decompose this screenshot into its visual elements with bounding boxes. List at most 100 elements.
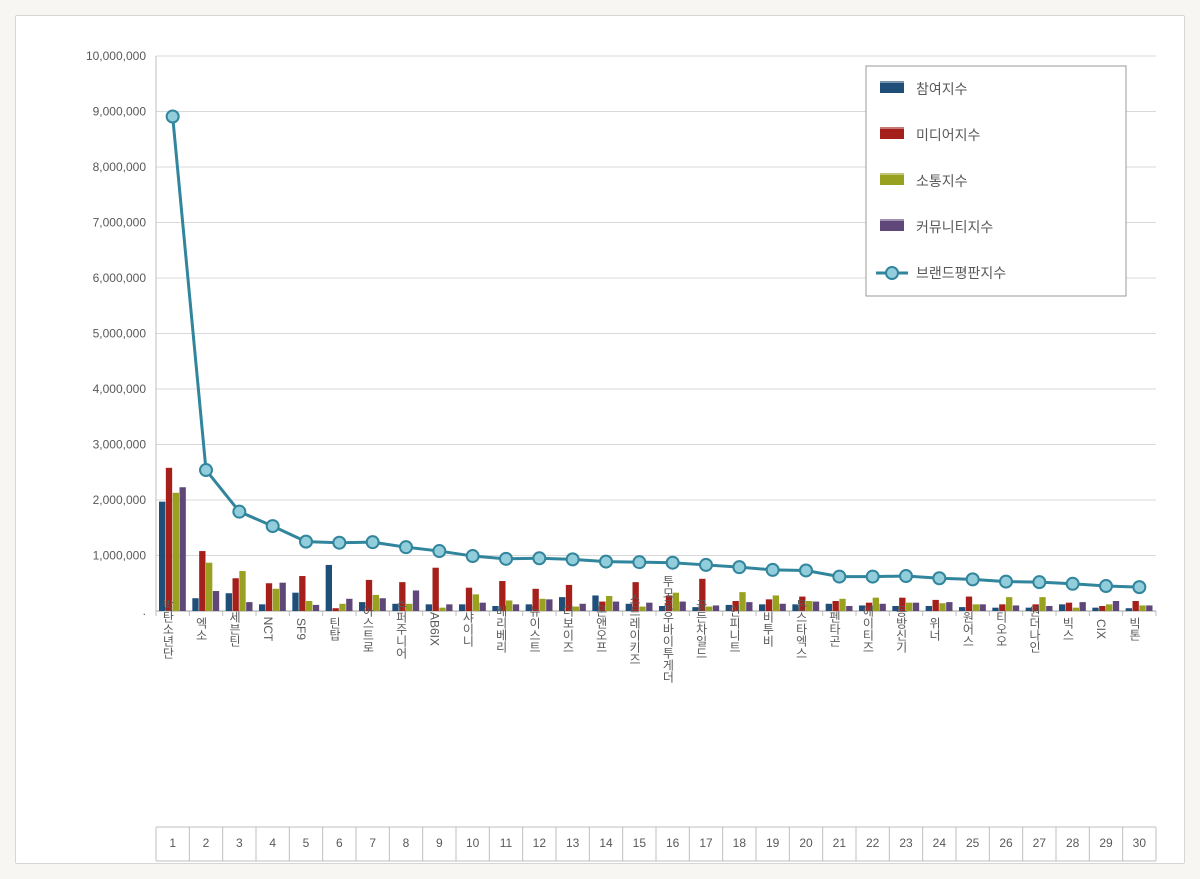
marker-브랜드평판지수 bbox=[433, 545, 445, 557]
bar-참여지수 bbox=[1126, 608, 1132, 611]
bar-참여지수 bbox=[759, 604, 765, 611]
x-rank-label: 7 bbox=[369, 836, 376, 850]
x-category-label: 위너 bbox=[928, 617, 942, 641]
bar-참여지수 bbox=[192, 598, 198, 611]
legend-swatch bbox=[880, 129, 904, 139]
bar-커뮤니티지수 bbox=[880, 604, 886, 611]
bar-미디어지수 bbox=[199, 551, 205, 611]
bar-커뮤니티지수 bbox=[913, 603, 919, 611]
bar-참여지수 bbox=[326, 565, 332, 611]
bar-참여지수 bbox=[459, 604, 465, 611]
marker-브랜드평판지수 bbox=[1133, 581, 1145, 593]
bar-커뮤니티지수 bbox=[713, 605, 719, 611]
x-rank-label: 14 bbox=[599, 836, 613, 850]
bar-커뮤니티지수 bbox=[846, 606, 852, 611]
marker-브랜드평판지수 bbox=[767, 564, 779, 576]
marker-브랜드평판지수 bbox=[200, 464, 212, 476]
legend-marker bbox=[886, 267, 898, 279]
bar-커뮤니티지수 bbox=[780, 604, 786, 611]
marker-브랜드평판지수 bbox=[900, 570, 912, 582]
x-category-label: 틴탑 bbox=[328, 617, 342, 641]
bar-미디어지수 bbox=[1099, 606, 1105, 611]
bar-참여지수 bbox=[1059, 604, 1065, 611]
x-rank-label: 17 bbox=[699, 836, 713, 850]
bar-미디어지수 bbox=[466, 588, 472, 611]
bar-소통지수 bbox=[173, 493, 179, 611]
x-rank-label: 2 bbox=[203, 836, 210, 850]
legend-label: 소통지수 bbox=[916, 173, 968, 189]
x-rank-label: 26 bbox=[999, 836, 1013, 850]
x-rank-label: 4 bbox=[269, 836, 276, 850]
x-rank-label: 29 bbox=[1099, 836, 1113, 850]
bar-커뮤니티지수 bbox=[813, 602, 819, 611]
y-tick-label: 3,000,000 bbox=[93, 438, 147, 452]
bar-미디어지수 bbox=[266, 583, 272, 611]
x-rank-label: 25 bbox=[966, 836, 980, 850]
x-rank-label: 21 bbox=[833, 836, 847, 850]
bar-소통지수 bbox=[839, 599, 845, 611]
x-rank-label: 22 bbox=[866, 836, 880, 850]
bar-미디어지수 bbox=[833, 601, 839, 611]
x-category-label: 샤이니 bbox=[461, 611, 475, 647]
x-rank-label: 18 bbox=[733, 836, 747, 850]
bar-참여지수 bbox=[826, 604, 832, 611]
legend-label: 브랜드평판지수 bbox=[916, 265, 1006, 281]
y-tick-label: 7,000,000 bbox=[93, 216, 147, 230]
x-rank-label: 8 bbox=[403, 836, 410, 850]
x-rank-label: 13 bbox=[566, 836, 580, 850]
bar-커뮤니티지수 bbox=[480, 603, 486, 611]
bar-커뮤니티지수 bbox=[1013, 605, 1019, 611]
legend-swatch bbox=[880, 83, 904, 93]
x-category-label: 뉴이스트 bbox=[528, 605, 542, 653]
x-category-label: 비투비 bbox=[761, 611, 775, 647]
bar-미디어지수 bbox=[1133, 601, 1139, 611]
y-tick-label: . bbox=[143, 604, 146, 618]
bar-커뮤니티지수 bbox=[213, 591, 219, 611]
bar-커뮤니티지수 bbox=[1080, 602, 1086, 611]
marker-브랜드평판지수 bbox=[233, 506, 245, 518]
bar-커뮤니티지수 bbox=[946, 602, 952, 611]
bar-커뮤니티지수 bbox=[413, 590, 419, 611]
chart-svg: .1,000,0002,000,0003,000,0004,000,0005,0… bbox=[16, 16, 1186, 865]
marker-브랜드평판지수 bbox=[367, 536, 379, 548]
x-category-label: 스트레이키즈 bbox=[628, 593, 642, 665]
x-category-label: AB6IX bbox=[428, 612, 442, 646]
marker-브랜드평판지수 bbox=[400, 541, 412, 553]
x-category-label: 투모로우바이투게더 bbox=[661, 575, 675, 683]
x-category-label: 에이티즈 bbox=[861, 605, 875, 653]
y-tick-label: 2,000,000 bbox=[93, 493, 147, 507]
marker-브랜드평판지수 bbox=[567, 553, 579, 565]
legend-swatch bbox=[880, 175, 904, 185]
y-tick-label: 6,000,000 bbox=[93, 271, 147, 285]
bar-참여지수 bbox=[292, 593, 298, 611]
x-rank-label: 16 bbox=[666, 836, 680, 850]
x-category-label: 빅톤 bbox=[1128, 617, 1142, 641]
bar-미디어지수 bbox=[233, 578, 239, 611]
y-tick-label: 10,000,000 bbox=[86, 49, 146, 63]
bar-소통지수 bbox=[939, 603, 945, 611]
x-category-label: 아스트로 bbox=[361, 605, 375, 653]
bar-커뮤니티지수 bbox=[1046, 606, 1052, 611]
marker-브랜드평판지수 bbox=[1100, 580, 1112, 592]
chart-container: .1,000,0002,000,0003,000,0004,000,0005,0… bbox=[15, 15, 1185, 864]
bar-소통지수 bbox=[273, 589, 279, 611]
x-category-label: 골든차일드 bbox=[694, 599, 708, 659]
marker-브랜드평판지수 bbox=[1033, 576, 1045, 588]
x-rank-label: 10 bbox=[466, 836, 480, 850]
bar-커뮤니티지수 bbox=[613, 602, 619, 611]
marker-브랜드평판지수 bbox=[633, 556, 645, 568]
bar-소통지수 bbox=[206, 563, 212, 611]
x-category-label: 원더나인 bbox=[1028, 605, 1042, 653]
bar-참여지수 bbox=[159, 502, 165, 611]
bar-소통지수 bbox=[1106, 604, 1112, 611]
marker-브랜드평판지수 bbox=[267, 520, 279, 532]
marker-브랜드평판지수 bbox=[700, 559, 712, 571]
bar-미디어지수 bbox=[966, 597, 972, 611]
legend bbox=[866, 66, 1126, 296]
bar-소통지수 bbox=[439, 608, 445, 611]
marker-브랜드평판지수 bbox=[500, 553, 512, 565]
bar-미디어지수 bbox=[333, 608, 339, 611]
y-tick-label: 8,000,000 bbox=[93, 160, 147, 174]
x-rank-label: 1 bbox=[169, 836, 176, 850]
bar-커뮤니티지수 bbox=[546, 599, 552, 611]
